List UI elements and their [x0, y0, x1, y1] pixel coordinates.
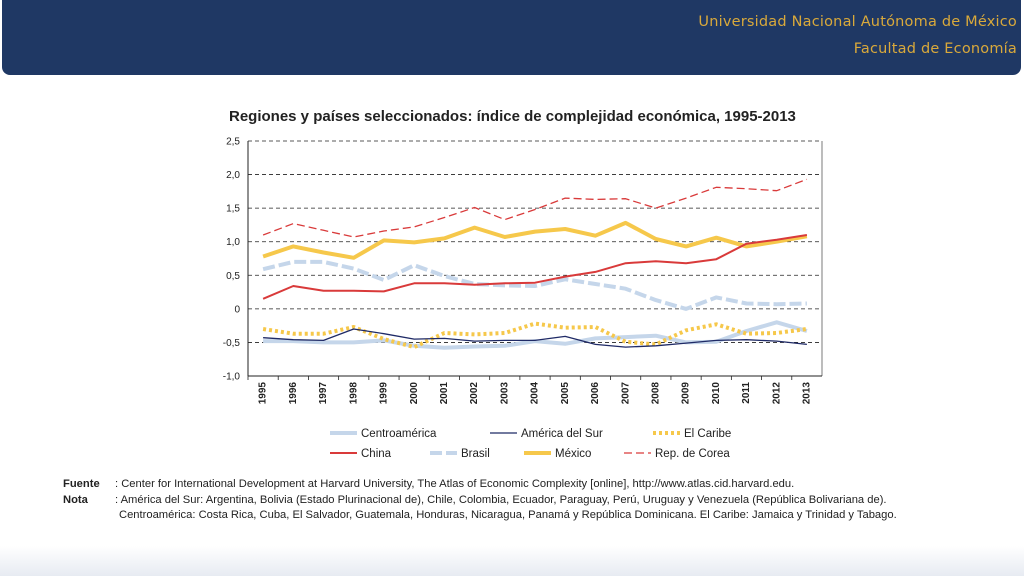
series-line-centroam-rica [263, 320, 808, 350]
y-tick-label: 0 [234, 304, 240, 315]
x-tick-label: 2013 [802, 382, 813, 405]
y-tick-label: 2,0 [226, 170, 240, 181]
y-tick-label: -1,0 [223, 372, 241, 383]
legend-label: China [361, 448, 392, 460]
note-row: Nota : América del Sur: Argentina, Boliv… [63, 493, 897, 509]
x-tick-label: 2003 [499, 382, 510, 405]
x-tick-label: 2005 [560, 382, 571, 405]
x-tick-label: 2006 [590, 382, 601, 405]
series-line-el-caribe [262, 321, 808, 350]
y-tick-label: 2,5 [226, 137, 240, 148]
x-tick-label: 2001 [439, 382, 450, 405]
y-tick-label: 1,0 [226, 237, 240, 248]
note-label: Nota [63, 493, 88, 506]
source-text: : Center for International Development a… [115, 478, 795, 490]
x-tick-label: 1998 [348, 382, 359, 405]
x-tick-label: 1995 [258, 382, 269, 405]
source-label: Fuente [63, 478, 100, 490]
x-tick-label: 1996 [288, 382, 299, 405]
legend-label: Brasil [461, 448, 490, 460]
chart-title: Regiones y países seleccionados: índice … [229, 108, 796, 125]
legend-label: México [555, 448, 591, 460]
legend-label: América del Sur [521, 428, 603, 440]
legend-label: El Caribe [684, 428, 731, 440]
x-tick-label: 2010 [711, 382, 722, 405]
x-tick-label: 2012 [771, 382, 782, 405]
series-line-am-rica-del-sur [263, 328, 807, 348]
source-row: Fuente : Center for International Develo… [63, 477, 897, 493]
x-tick-label: 1999 [379, 382, 390, 405]
note-text-2: Centroamérica: Costa Rica, Cuba, El Salv… [119, 509, 897, 521]
chart-notes: Fuente : Center for International Develo… [63, 477, 897, 524]
series-line-m-xico [262, 220, 808, 260]
y-tick-label: -0,5 [223, 338, 241, 349]
bottom-band [0, 546, 1024, 576]
x-tick-label: 2002 [469, 382, 480, 405]
x-tick-label: 2007 [620, 382, 631, 405]
note-text-1: : América del Sur: Argentina, Bolivia (E… [115, 493, 887, 506]
x-tick-label: 2000 [409, 382, 420, 405]
x-tick-label: 2004 [530, 382, 541, 405]
legend-label: Centroamérica [361, 428, 437, 440]
y-tick-label: 1,5 [226, 204, 240, 215]
y-tick-label: 0,5 [226, 271, 240, 282]
series-line-brasil [262, 259, 807, 311]
series-line-china [262, 234, 808, 300]
x-tick-label: 2009 [681, 382, 692, 405]
university-name: Universidad Nacional Autónoma de México [698, 14, 1017, 30]
x-tick-label: 2011 [741, 382, 752, 404]
header-banner: Universidad Nacional Autónoma de México … [2, 0, 1021, 75]
series-line-rep-de-corea [262, 178, 808, 238]
x-tick-label: 1997 [318, 382, 329, 405]
legend-label: Rep. de Corea [655, 448, 730, 460]
x-tick-label: 2008 [650, 382, 661, 405]
note-row-2: Centroamérica: Costa Rica, Cuba, El Salv… [63, 508, 897, 524]
faculty-name: Facultad de Economía [853, 41, 1017, 57]
